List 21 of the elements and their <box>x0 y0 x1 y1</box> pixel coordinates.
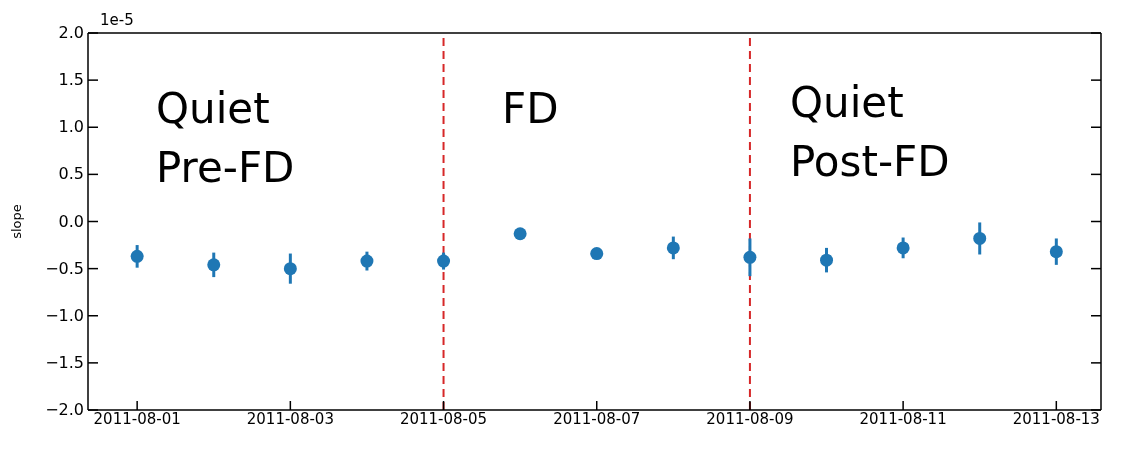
y-tick-label: −1.0 <box>45 305 84 325</box>
y-tick-label: 0.0 <box>58 211 84 231</box>
x-tick-label: 2011-08-07 <box>553 410 641 428</box>
y-tick-label: 2.0 <box>58 23 84 42</box>
y-axis-title: slope <box>8 204 24 239</box>
x-tick-label: 2011-08-11 <box>859 410 947 428</box>
y-tick-label: 1.5 <box>58 70 84 90</box>
annotation: Quiet Pre-FD <box>156 83 295 194</box>
y-tick-label: 0.5 <box>58 164 84 184</box>
text: 1e-5 <box>100 10 134 31</box>
x-tick-label: 2011-08-01 <box>93 410 181 428</box>
x-tick-label: 2011-08-03 <box>246 410 334 428</box>
y-tick-label: −2.0 <box>45 400 84 419</box>
y-tick-label: 1.0 <box>58 117 84 137</box>
x-tick-label: 2011-08-05 <box>399 410 488 428</box>
annotation: Quiet Post-FD <box>790 77 950 188</box>
y-tick-label: −0.5 <box>45 258 84 278</box>
x-tick-label: 2011-08-13 <box>1012 410 1100 428</box>
y-tick-label: −1.5 <box>45 352 84 372</box>
x-tick-label: 2011-08-09 <box>706 410 794 428</box>
annotation: FD <box>502 83 559 135</box>
